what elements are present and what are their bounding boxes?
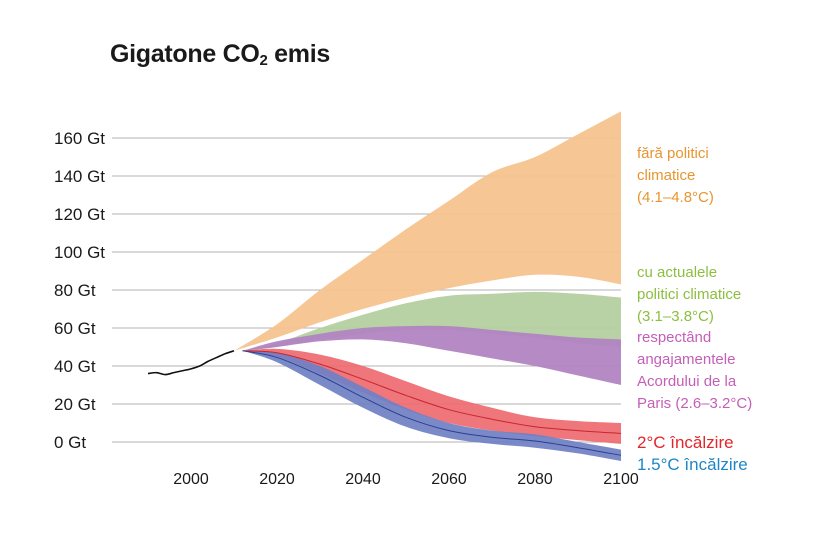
legend-1-5c-line: 1.5°C încălzire <box>637 455 748 474</box>
x-tick-label: 2020 <box>259 471 295 488</box>
legend-paris-line: Paris (2.6–3.2°C) <box>637 395 752 412</box>
legend-no-policy-line: (4.1–4.8°C) <box>637 189 714 206</box>
y-tick-label: 20 Gt <box>54 395 96 414</box>
y-tick-label: 120 Gt <box>54 205 105 224</box>
y-tick-label: 40 Gt <box>54 357 96 376</box>
median-line <box>242 350 622 434</box>
legend-current-policy-line: politici climatice <box>637 286 741 303</box>
y-tick-label: 140 Gt <box>54 167 105 186</box>
x-tick-label: 2060 <box>431 471 467 488</box>
x-tick-label: 2000 <box>173 471 209 488</box>
legend-paris-line: angajamentele <box>637 351 735 368</box>
legend-paris-line: respectând <box>637 329 711 346</box>
legend-paris-line: Acordului de la <box>637 373 737 390</box>
scenario-median-lines <box>242 350 622 456</box>
historical-series <box>147 350 235 376</box>
x-axis-ticks: 2000 2020 2040 2060 2080 2100 <box>173 471 639 488</box>
median-line <box>242 350 622 456</box>
legend-current-policy-line: cu actualele <box>637 264 717 281</box>
legend-no-policy-line: climatice <box>637 167 695 184</box>
chart-title: Gigatone CO2 emis <box>110 40 330 69</box>
band-2c <box>242 348 621 444</box>
x-tick-label: 2040 <box>345 471 381 488</box>
y-tick-label: 160 Gt <box>54 129 105 148</box>
historical-line <box>147 350 235 376</box>
band-no-policy <box>234 111 621 351</box>
x-tick-label: 2100 <box>603 471 639 488</box>
legend-no-policy-line: fără politici <box>637 145 709 162</box>
y-tick-label: 80 Gt <box>54 281 96 300</box>
legend: fără politici climatice (4.1–4.8°C) cu actu… <box>637 145 752 474</box>
scenario-bands <box>234 111 621 461</box>
legend-current-policy-line: (3.1–3.8°C) <box>637 308 714 325</box>
y-tick-label: 60 Gt <box>54 319 96 338</box>
band-1-5c <box>242 350 621 461</box>
y-axis-ticks: 0 Gt 20 Gt 40 Gt 60 Gt 80 Gt 100 Gt 120 Gt 140 … <box>54 129 105 452</box>
y-tick-label: 0 Gt <box>54 433 86 452</box>
x-tick-label: 2080 <box>517 471 553 488</box>
y-tick-label: 100 Gt <box>54 243 105 262</box>
legend-2c-line: 2°C încălzire <box>637 433 734 452</box>
band-paris <box>242 325 621 385</box>
